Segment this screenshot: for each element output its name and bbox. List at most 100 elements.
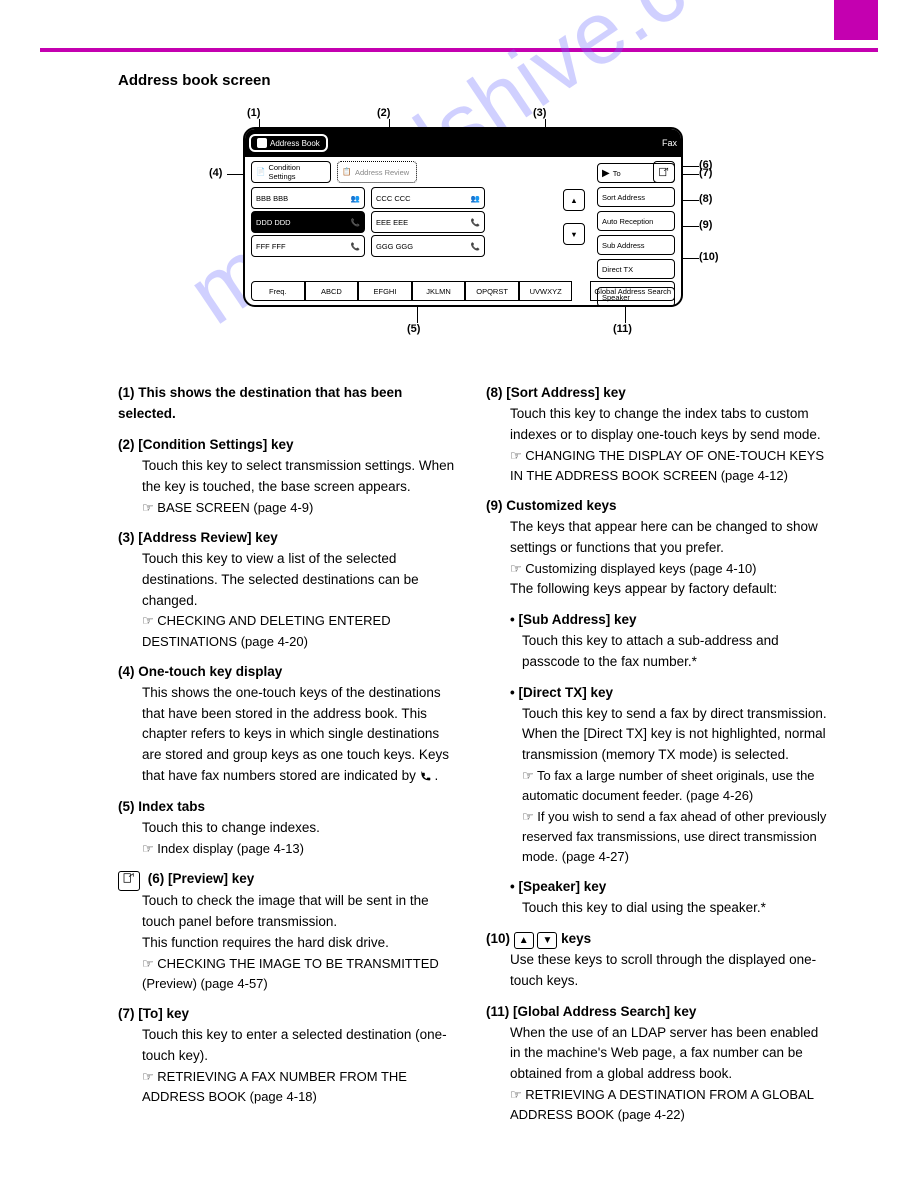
- s3-ref: ☞ CHECKING AND DELETING ENTERED DESTINAT…: [142, 611, 460, 651]
- contact-label: GGG GGG: [376, 242, 413, 251]
- contact-label: FFF FFF: [256, 242, 286, 251]
- index-tab[interactable]: ABCD: [305, 281, 359, 301]
- tab-gap: [572, 281, 590, 301]
- sort-address-button[interactable]: Sort Address: [597, 187, 675, 207]
- callout-10: (10): [699, 251, 719, 263]
- index-tab[interactable]: Freq.: [251, 281, 305, 301]
- leader: [683, 258, 699, 259]
- to-button[interactable]: ▶ To: [597, 163, 675, 183]
- panel-header: Address Book Fax: [245, 129, 681, 157]
- scroll-up-button[interactable]: ▲: [563, 189, 585, 211]
- s6-head-row: (6) [Preview] key: [118, 869, 460, 891]
- s3-body: Touch this key to view a list of the sel…: [142, 549, 460, 612]
- scroll-down-button[interactable]: ▼: [563, 223, 585, 245]
- side-btn-label: Direct TX: [602, 265, 633, 274]
- contact-label: DDD DDD: [256, 218, 291, 227]
- s7-body: Touch this key to enter a selected desti…: [142, 1025, 460, 1067]
- condition-settings-button[interactable]: 📄 Condition Settings: [251, 161, 331, 183]
- s9-sub3-head: • [Speaker] key: [510, 877, 828, 898]
- one-touch-key[interactable]: CCC CCC👥: [371, 187, 485, 209]
- one-touch-key[interactable]: FFF FFF📞: [251, 235, 365, 257]
- contact-label: CCC CCC: [376, 194, 411, 203]
- s8-head: (8) [Sort Address] key: [486, 383, 828, 404]
- s9-sub3-body: Touch this key to dial using the speaker…: [522, 898, 828, 919]
- s8-body: Touch this key to change the index tabs …: [510, 404, 828, 446]
- s11-body: When the use of an LDAP server has been …: [510, 1023, 828, 1086]
- s9-sub2-body: Touch this key to send a fax by direct t…: [522, 704, 828, 767]
- left-column: (1) This shows the destination that has …: [118, 373, 460, 1126]
- s10-head: (10) ▲ ▼ keys: [486, 929, 828, 950]
- section-color-tab: [834, 0, 878, 40]
- auto-reception-button[interactable]: Auto Reception: [597, 211, 675, 231]
- header-badge-label: Address Book: [270, 139, 320, 148]
- leader: [683, 226, 699, 227]
- sub-address-button[interactable]: Sub Address: [597, 235, 675, 255]
- content-area: Address book screen (1) (2) (3) (4) (5) …: [118, 72, 828, 1126]
- s9-sub2-head: • [Direct TX] key: [510, 683, 828, 704]
- one-touch-key-selected[interactable]: DDD DDD📞: [251, 211, 365, 233]
- callout-7: (7): [699, 167, 712, 179]
- review-label: Address Review: [355, 168, 409, 177]
- paper-icon: 📄: [256, 167, 265, 177]
- global-search-button[interactable]: Global Address Search: [590, 281, 675, 301]
- side-btn-label: Sub Address: [602, 241, 645, 250]
- callout-11: (11): [613, 323, 632, 335]
- index-tab[interactable]: EFGHI: [358, 281, 412, 301]
- s7-ref: ☞ RETRIEVING A FAX NUMBER FROM THE ADDRE…: [142, 1067, 460, 1107]
- s11-ref: ☞ RETRIEVING A DESTINATION FROM A GLOBAL…: [510, 1085, 828, 1125]
- s7-head: (7) [To] key: [118, 1004, 460, 1025]
- leader: [683, 174, 699, 175]
- header-mode-label: Fax: [662, 138, 677, 148]
- s10-body: Use these keys to scroll through the dis…: [510, 950, 828, 992]
- s11-head: (11) [Global Address Search] key: [486, 1002, 828, 1023]
- condition-label: Condition Settings: [268, 163, 326, 181]
- arrow-down-icon: ▼: [570, 230, 577, 239]
- address-book-icon: [257, 138, 267, 148]
- s6-head-text: (6) [Preview] key: [148, 871, 255, 886]
- address-book-panel: Address Book Fax 📄 Condition Settings 📋 …: [243, 127, 683, 307]
- s5-head: (5) Index tabs: [118, 797, 460, 818]
- side-button-column: ▶ To Sort Address Auto Reception Sub Add…: [597, 163, 675, 279]
- phone-icon: [420, 770, 431, 781]
- s4-head: (4) One-touch key display: [118, 662, 460, 683]
- s9-ref: ☞ Customizing displayed keys (page 4-10): [510, 559, 828, 579]
- description-columns: (1) This shows the destination that has …: [118, 367, 828, 1126]
- leader: [683, 200, 699, 201]
- s2-head: (2) [Condition Settings] key: [118, 435, 460, 456]
- callout-4: (4): [209, 167, 222, 179]
- s9-sub1-head: • [Sub Address] key: [510, 610, 828, 631]
- index-tab[interactable]: OPQRST: [465, 281, 519, 301]
- side-btn-label: Auto Reception: [602, 217, 653, 226]
- preview-inline-icon-box: [118, 871, 140, 891]
- callout-3: (3): [533, 107, 546, 119]
- s9-sub2-ref2: ☞ If you wish to send a fax ahead of oth…: [522, 807, 828, 867]
- page-title: Address book screen: [118, 72, 828, 89]
- to-label: To: [613, 169, 621, 178]
- callout-2: (2): [377, 107, 390, 119]
- right-column: (8) [Sort Address] key Touch this key to…: [486, 373, 828, 1126]
- to-arrow-icon: ▶: [602, 168, 610, 179]
- one-touch-key[interactable]: BBB BBB👥: [251, 187, 365, 209]
- s6-body1: Touch to check the image that will be se…: [142, 891, 460, 933]
- s9-body1: The keys that appear here can be changed…: [510, 517, 828, 559]
- address-book-header-badge: Address Book: [249, 134, 328, 152]
- address-book-diagram: (1) (2) (3) (4) (5) (6) (7) (8) (9) (10): [123, 107, 823, 357]
- index-tab[interactable]: JKLMN: [412, 281, 466, 301]
- direct-tx-button[interactable]: Direct TX: [597, 259, 675, 279]
- sort-label: Sort Address: [602, 193, 645, 202]
- one-touch-key[interactable]: EEE EEE📞: [371, 211, 485, 233]
- s6-body2: This function requires the hard disk dri…: [142, 933, 460, 954]
- header-rule: [40, 48, 878, 52]
- callout-9: (9): [699, 219, 712, 231]
- one-touch-key[interactable]: GGG GGG📞: [371, 235, 485, 257]
- s8-ref: ☞ CHANGING THE DISPLAY OF ONE-TOUCH KEYS…: [510, 446, 828, 486]
- contact-label: BBB BBB: [256, 194, 288, 203]
- s5-body: Touch this to change indexes.: [142, 818, 460, 839]
- s4-body: This shows the one-touch keys of the des…: [142, 683, 460, 788]
- address-review-button[interactable]: 📋 Address Review: [337, 161, 417, 183]
- s2-ref: ☞ BASE SCREEN (page 4-9): [142, 498, 460, 518]
- s9-head: (9) Customized keys: [486, 496, 828, 517]
- index-tabs: Freq. ABCD EFGHI JKLMN OPQRST UVWXYZ Glo…: [251, 281, 675, 301]
- leader: [683, 166, 699, 167]
- index-tab[interactable]: UVWXYZ: [519, 281, 573, 301]
